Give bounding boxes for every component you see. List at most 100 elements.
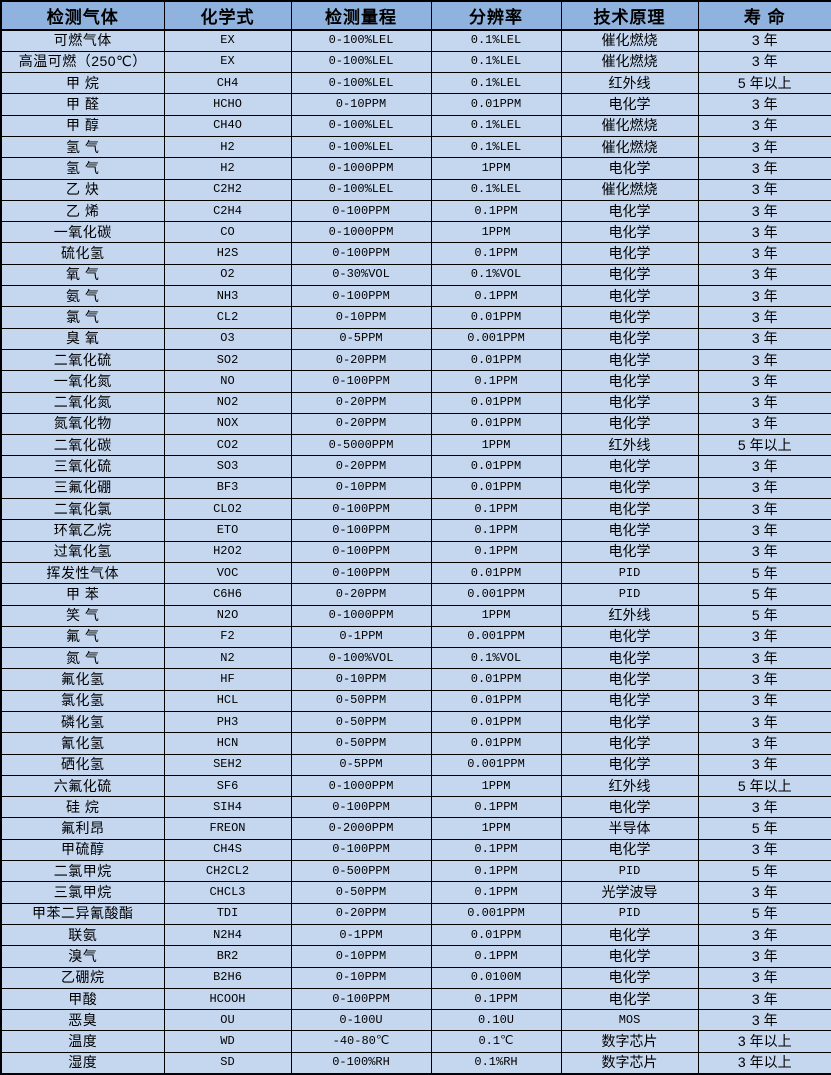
cell-formula: N2O: [163, 604, 292, 627]
cell-res: 0.01PPM: [430, 923, 562, 947]
cell-res: 0.001PPM: [430, 753, 562, 776]
cell-formula: H2S: [163, 242, 292, 265]
cell-tech: 电化学: [560, 647, 699, 670]
column-header-resolution: 分辨率: [430, 0, 562, 31]
cell-life: 3 年: [697, 498, 831, 521]
cell-tech: 电化学: [560, 391, 699, 414]
cell-tech: PID: [560, 902, 699, 925]
cell-range: 0-100PPM: [290, 285, 432, 308]
cell-formula: VOC: [163, 561, 292, 585]
cell-range: 0-50PPM: [290, 689, 432, 713]
cell-formula: CH2CL2: [163, 860, 292, 883]
cell-gas: 氯 气: [0, 306, 165, 329]
cell-tech: PID: [560, 860, 699, 883]
cell-res: 1PPM: [430, 434, 562, 457]
cell-range: 0-10PPM: [290, 966, 432, 989]
cell-range: 0-50PPM: [290, 732, 432, 755]
table-row: 二氧化氯 CLO2 0-100PPM 0.1PPM 电化学 3 年: [0, 498, 831, 521]
header-row: 检测气体 化学式 检测量程 分辨率 技术原理 寿 命: [0, 0, 831, 31]
cell-formula: TDI: [163, 902, 292, 925]
table-row: 甲 醇 CH4O 0-100%LEL 0.1%LEL 催化燃烧 3 年: [0, 114, 831, 137]
cell-life: 3 年: [697, 945, 831, 968]
cell-life: 3 年: [697, 285, 831, 308]
table-row: 乙 炔 C2H2 0-100%LEL 0.1%LEL 催化燃烧 3 年: [0, 178, 831, 201]
column-header-lifetime: 寿 命: [697, 0, 831, 31]
cell-life: 5 年以上: [697, 434, 831, 457]
table-row: 二氧化硫 SO2 0-20PPM 0.01PPM 电化学 3 年: [0, 348, 831, 372]
cell-tech: 电化学: [560, 625, 699, 649]
cell-formula: OU: [163, 1009, 292, 1032]
cell-tech: 半导体: [560, 817, 699, 840]
cell-tech: 电化学: [560, 987, 699, 1011]
cell-formula: PH3: [163, 710, 292, 734]
cell-gas: 乙硼烷: [0, 966, 165, 989]
cell-life: 3 年: [697, 391, 831, 414]
cell-res: 0.1PPM: [430, 860, 562, 883]
cell-tech: PID: [560, 583, 699, 606]
table-row: 氯化氢 HCL 0-50PPM 0.01PPM 电化学 3 年: [0, 689, 831, 713]
cell-range: 0-100%VOL: [290, 647, 432, 670]
cell-gas: 恶臭: [0, 1009, 165, 1032]
cell-formula: H2: [163, 157, 292, 180]
cell-life: 3 年: [697, 710, 831, 734]
cell-formula: FREON: [163, 817, 292, 840]
cell-res: 0.01PPM: [430, 412, 562, 436]
cell-life: 3 年: [697, 689, 831, 713]
cell-range: 0-20PPM: [290, 455, 432, 478]
table-row: 环氧乙烷 ETO 0-100PPM 0.1PPM 电化学 3 年: [0, 519, 831, 542]
cell-res: 0.01PPM: [430, 476, 562, 500]
cell-res: 0.01PPM: [430, 306, 562, 329]
cell-tech: PID: [560, 561, 699, 585]
cell-tech: 电化学: [560, 221, 699, 244]
table-row: 甲硫醇 CH4S 0-100PPM 0.1PPM 电化学 3 年: [0, 838, 831, 862]
cell-formula: CLO2: [163, 498, 292, 521]
cell-tech: 催化燃烧: [560, 29, 699, 52]
cell-gas: 笑 气: [0, 604, 165, 627]
cell-range: 0-100PPM: [290, 540, 432, 563]
cell-life: 3 年: [697, 881, 831, 904]
cell-life: 3 年: [697, 114, 831, 137]
cell-tech: 电化学: [560, 199, 699, 223]
table-row: 甲 烷 CH4 0-100%LEL 0.1%LEL 红外线 5 年以上: [0, 72, 831, 95]
cell-gas: 甲硫醇: [0, 838, 165, 862]
cell-res: 0.1%LEL: [430, 29, 562, 52]
table-row: 甲苯二异氰酸酯 TDI 0-20PPM 0.001PPM PID 5 年: [0, 902, 831, 925]
cell-range: 0-20PPM: [290, 412, 432, 436]
table-row: 湿度 SD 0-100%RH 0.1%RH 数字芯片 3 年以上: [0, 1051, 831, 1075]
table-row: 高温可燃（250℃） EX 0-100%LEL 0.1%LEL 催化燃烧 3 年: [0, 50, 831, 74]
cell-gas: 环氧乙烷: [0, 519, 165, 542]
cell-life: 3 年: [697, 647, 831, 670]
cell-life: 5 年: [697, 604, 831, 627]
cell-range: 0-10PPM: [290, 945, 432, 968]
cell-formula: WD: [163, 1030, 292, 1053]
cell-gas: 可燃气体: [0, 29, 165, 52]
cell-life: 5 年: [697, 561, 831, 585]
cell-res: 0.0100M: [430, 966, 562, 989]
cell-tech: 电化学: [560, 263, 699, 287]
table-row: 二氯甲烷 CH2CL2 0-500PPM 0.1PPM PID 5 年: [0, 860, 831, 883]
cell-res: 0.01PPM: [430, 710, 562, 734]
cell-res: 0.1PPM: [430, 370, 562, 393]
cell-life: 3 年: [697, 199, 831, 223]
table-row: 氢 气 H2 0-100%LEL 0.1%LEL 催化燃烧 3 年: [0, 135, 831, 159]
cell-life: 3 年: [697, 157, 831, 180]
cell-res: 1PPM: [430, 157, 562, 180]
table-row: 溴气 BR2 0-10PPM 0.1PPM 电化学 3 年: [0, 945, 831, 968]
cell-range: 0-5PPM: [290, 327, 432, 350]
cell-life: 3 年: [697, 966, 831, 989]
cell-formula: SD: [163, 1051, 292, 1075]
cell-tech: 电化学: [560, 519, 699, 542]
cell-tech: 数字芯片: [560, 1051, 699, 1075]
cell-range: 0-50PPM: [290, 710, 432, 734]
cell-range: 0-20PPM: [290, 902, 432, 925]
cell-gas: 乙 烯: [0, 199, 165, 223]
cell-res: 0.1PPM: [430, 945, 562, 968]
cell-res: 1PPM: [430, 774, 562, 798]
cell-formula: HCOOH: [163, 987, 292, 1011]
cell-range: -40-80℃: [290, 1030, 432, 1053]
cell-life: 3 年: [697, 93, 831, 116]
cell-range: 0-50PPM: [290, 881, 432, 904]
cell-tech: 数字芯片: [560, 1030, 699, 1053]
cell-range: 0-100%LEL: [290, 72, 432, 95]
cell-gas: 磷化氢: [0, 710, 165, 734]
